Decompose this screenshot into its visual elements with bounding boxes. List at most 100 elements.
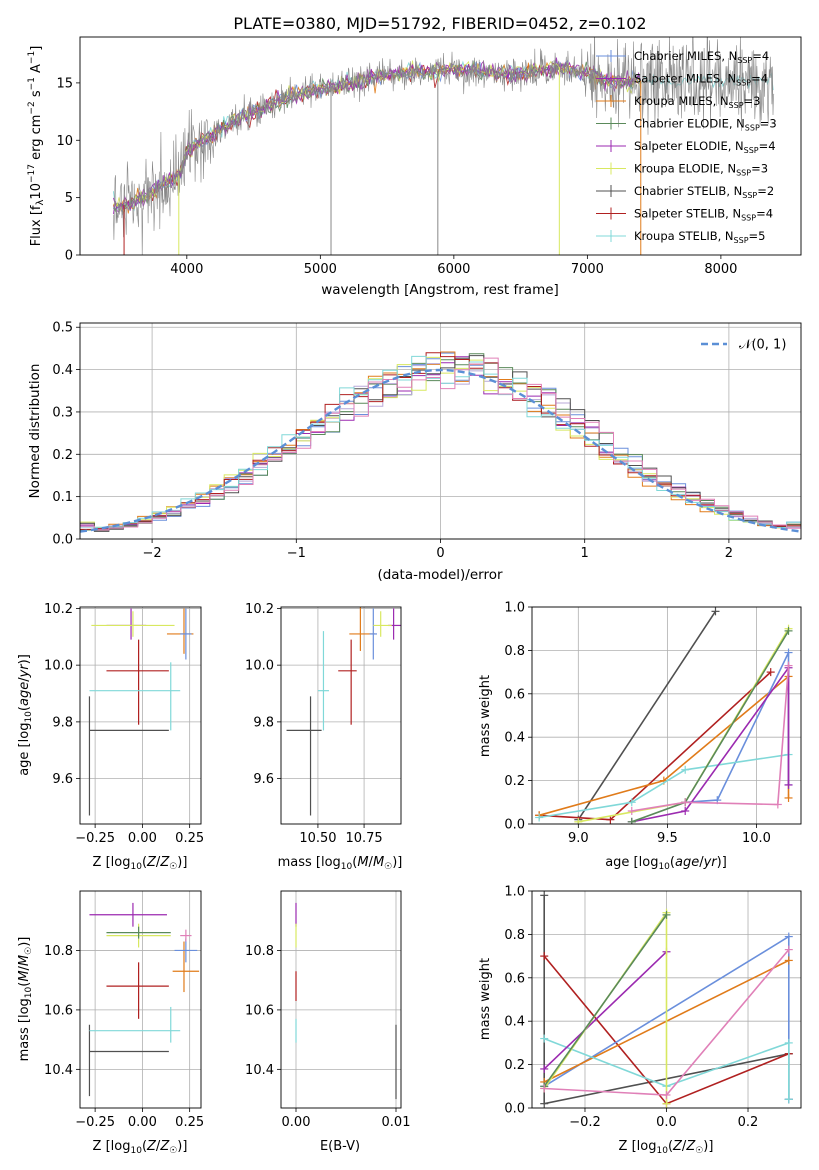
mass-vs-z-plot: −0.25 0.00 0.25 10.4 10.6 10.8 xyxy=(44,890,204,1130)
y-tick-label: 0.2 xyxy=(52,448,73,463)
legend-label: Salpeter ELODIE, NSSP=4 xyxy=(634,139,776,155)
y-tick-label: 10.2 xyxy=(44,602,73,617)
residual-histogram xyxy=(80,357,801,531)
y-tick-label: 5 xyxy=(65,191,73,206)
legend-count: =3 xyxy=(760,117,777,131)
y-tick-label: 10.8 xyxy=(44,944,73,959)
y-tick-label: 0.0 xyxy=(504,1102,525,1117)
plot-frame xyxy=(79,890,202,1109)
y-tick-label: 0.8 xyxy=(504,928,525,943)
legend-label: Salpeter STELIB, NSSP=4 xyxy=(634,207,773,223)
legend-label: Chabrier STELIB, NSSP=2 xyxy=(634,184,774,200)
plot-frame xyxy=(280,890,402,1109)
x-tick-label: 2 xyxy=(725,546,733,561)
gaussian-curve xyxy=(80,368,801,533)
legend-count: =5 xyxy=(749,229,766,243)
y-tick-label: 0.0 xyxy=(504,818,525,833)
mass-weight-vs-age-ylabel: mass weight xyxy=(478,675,493,757)
y-tick-label: 10.6 xyxy=(44,1003,73,1018)
plot-area xyxy=(88,608,194,816)
x-tick-label: 4000 xyxy=(170,262,203,277)
x-tick-label: 0 xyxy=(436,546,444,561)
x-tick-label: 0.25 xyxy=(175,1115,204,1130)
plot-area xyxy=(295,902,397,1100)
legend-label: Chabrier MILES, NSSP=4 xyxy=(634,49,769,65)
x-tick-label: −0.25 xyxy=(75,831,115,846)
mass-weight-line xyxy=(543,951,668,1070)
y-tick-label: 10.4 xyxy=(44,1063,73,1078)
mass-weight-line xyxy=(685,652,790,804)
y-tick-label: 10.0 xyxy=(245,659,274,674)
legend-label: Kroupa STELIB, NSSP=5 xyxy=(634,229,765,245)
plot-frame xyxy=(531,890,802,1109)
x-tick-label: 10.75 xyxy=(345,831,382,846)
x-tick-label: −2 xyxy=(143,546,162,561)
y-tick-label: 0.8 xyxy=(504,644,525,659)
x-tick-label: 0.00 xyxy=(282,1115,311,1130)
legend-label: 𝒩(0, 1) xyxy=(739,338,786,353)
x-tick-label: 0.00 xyxy=(128,831,157,846)
spectrum-ylabel: Flux [fλ10−17 erg cm−2 s−1 A−1] xyxy=(27,46,46,247)
mass-weight-line xyxy=(578,628,790,823)
y-tick-label: 0.3 xyxy=(52,405,73,420)
legend-count: =3 xyxy=(744,94,761,108)
legend-subscript: SSP xyxy=(741,214,756,223)
plot-frame xyxy=(79,322,802,540)
y-tick-label: 0 xyxy=(65,249,73,264)
plot-frame xyxy=(79,606,202,825)
y-tick-label: 10.6 xyxy=(245,1003,274,1018)
y-tick-label: 0.0 xyxy=(52,533,73,548)
y-tick-label: 10.2 xyxy=(245,602,274,617)
mass-weight-line xyxy=(538,674,790,817)
y-tick-label: 9.6 xyxy=(52,772,73,787)
y-tick-label: 0.5 xyxy=(52,321,73,336)
legend-count: =4 xyxy=(759,139,776,153)
x-tick-label: −0.2 xyxy=(569,1115,601,1130)
x-tick-label: 0.01 xyxy=(382,1115,411,1130)
x-tick-label: 9.5 xyxy=(657,831,678,846)
legend-count: =4 xyxy=(751,72,768,86)
mass-weight-vs-z-ylabel: mass weight xyxy=(478,958,493,1040)
mass-weight-vs-z-plot: −0.2 0.0 0.2 0.0 0.2 0.4 0.6 0.8 1.0 xyxy=(504,885,802,1130)
mass-vs-ebv-plot: 0.00 0.01 10.4 10.6 10.8 xyxy=(245,890,411,1130)
legend-subscript: SSP xyxy=(736,79,751,88)
plot-area xyxy=(286,607,401,816)
x-tick-label: 0.25 xyxy=(175,831,204,846)
mass-weight-line xyxy=(543,1037,790,1100)
y-tick-label: 10.0 xyxy=(44,659,73,674)
mass-weight-vs-age-plot: 9.0 9.5 10.0 0.0 0.2 0.4 0.6 0.8 1.0 xyxy=(504,601,802,846)
y-tick-label: 10 xyxy=(56,134,73,149)
age-vs-mass-plot: 10.50 10.75 9.6 9.8 10.0 10.2 xyxy=(245,602,402,846)
y-tick-label: 15 xyxy=(56,76,73,91)
legend-subscript: SSP xyxy=(737,56,752,65)
legend-label: Kroupa ELODIE, NSSP=3 xyxy=(634,162,768,178)
x-tick-label: 7000 xyxy=(571,262,604,277)
x-tick-label: 1 xyxy=(581,546,589,561)
y-tick-label: 0.6 xyxy=(504,971,525,986)
x-tick-label: 10.50 xyxy=(299,831,336,846)
mass-weight-line xyxy=(538,753,789,819)
mass-weight-line xyxy=(539,671,772,821)
legend-label: Salpeter MILES, NSSP=4 xyxy=(634,72,768,88)
y-tick-label: 10.8 xyxy=(245,944,274,959)
mass-weight-line xyxy=(631,665,790,823)
spectrum-title: PLATE=0380, MJD=51792, FIBERID=0452, z=0… xyxy=(233,14,646,33)
residuals-plot: −2 −1 0 1 2 0.0 0.1 0.2 0.3 0.4 0.5 𝒩(0, 1) xyxy=(52,321,802,561)
legend-label: Chabrier ELODIE, NSSP=3 xyxy=(634,117,777,133)
y-tick-label: 0.4 xyxy=(504,1015,525,1030)
mass-weight-line xyxy=(631,665,790,812)
y-tick-label: 0.4 xyxy=(52,363,73,378)
residuals-ylabel: Normed distribution xyxy=(27,364,43,499)
y-tick-label: 0.2 xyxy=(504,1058,525,1073)
y-tick-label: 1.0 xyxy=(504,601,525,616)
plot-area xyxy=(112,37,775,255)
legend-subscript: SSP xyxy=(742,191,757,200)
age-vs-z-xlabel: Z [log10(Z/Z☉)] xyxy=(93,855,188,872)
legend-subscript: SSP xyxy=(736,169,751,178)
mass-weight-line xyxy=(577,610,717,821)
x-tick-label: −0.25 xyxy=(75,1115,115,1130)
legend-count: =3 xyxy=(751,162,768,176)
x-tick-label: 8000 xyxy=(704,262,737,277)
legend-count: =2 xyxy=(757,184,774,198)
